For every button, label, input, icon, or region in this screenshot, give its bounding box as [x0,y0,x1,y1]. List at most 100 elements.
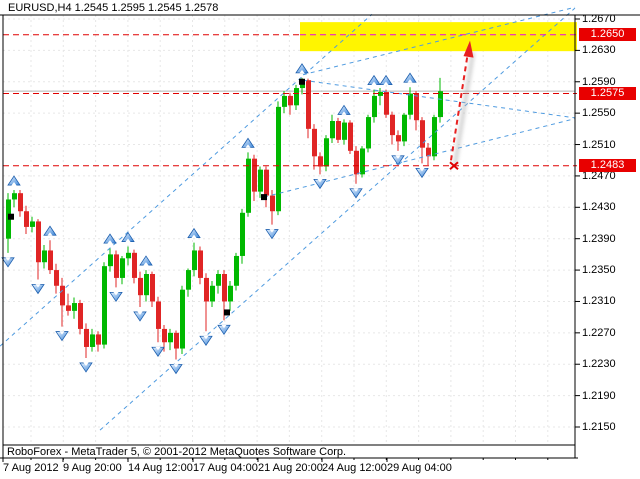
object-anchor-point[interactable] [299,78,305,85]
fractal-down-icon [55,331,69,342]
candle-body [426,147,431,157]
close-marker-icon[interactable] [449,161,459,170]
fractal-up-icon [121,231,135,242]
candle [72,297,77,319]
candle-body [264,169,269,196]
y-axis-tick-label: 1.2670 [582,13,616,25]
fractal-down-icon [169,364,183,375]
candle-body [180,289,185,349]
candle [384,89,389,118]
fractal-notch [107,240,113,244]
object-anchor-point[interactable] [261,194,267,201]
candle-body [186,270,191,290]
fractal-down-icon [313,178,327,190]
candle [108,248,113,272]
candle-body [252,158,257,192]
candle [276,101,281,216]
fractal-notch [317,178,323,183]
candle-body [60,285,65,306]
object-anchor-point[interactable] [224,309,230,316]
price-level-badge: 1.2650 [579,28,636,42]
candle [246,152,251,217]
x-axis-tick-label: 7 Aug 2012 [3,462,59,474]
candle [372,89,377,123]
candle-body [162,328,167,343]
candle-body [78,303,83,329]
candle-body [324,138,329,167]
trendline-4[interactable] [263,118,576,198]
candle-body [360,148,365,175]
y-axis-tick-label: 1.2230 [582,358,616,371]
candle [396,130,401,151]
fractal-down-icon [1,257,15,268]
forecast-arrow[interactable] [450,45,470,161]
fractal-up-icon [7,175,21,186]
trendline-2[interactable] [99,7,576,431]
candle [12,190,17,208]
candle-body [342,122,347,140]
candle-body [228,285,233,302]
candle [420,117,425,164]
candle-body [132,252,137,278]
trendline-1[interactable] [0,13,373,347]
candle-body [354,150,359,175]
candle-body [270,195,275,212]
chart-title: EURUSD,H4 1.2545 1.2595 1.2545 1.2578 [8,2,219,14]
x-axis-tick-label: 9 Aug 20:00 [63,462,122,474]
candle [228,281,233,311]
forecast-arrowhead[interactable] [463,40,474,58]
candle [426,142,431,165]
candle [24,205,29,234]
candle-body [438,91,443,118]
candle [54,263,59,294]
fractal-notch [137,311,143,315]
candle [336,117,341,143]
candle-body [330,120,335,139]
candle [318,152,323,175]
candle [240,208,245,264]
candle [408,87,413,120]
candle-body [294,88,299,106]
candle [168,328,173,351]
trendline-5[interactable] [302,6,576,76]
candle-body [114,254,119,278]
trendline-3[interactable] [302,79,576,119]
fractal-notch [395,155,401,159]
candle [390,111,395,145]
fractal-down-icon [217,324,231,336]
fractal-down-icon [265,229,279,240]
candle [354,146,359,184]
candle-body [102,266,107,345]
y-axis-tick-label: 1.2430 [582,201,616,214]
candle [36,219,41,280]
fractal-down-icon [31,284,45,295]
candle [306,78,311,139]
candle-body [240,212,245,256]
candle-body [384,91,389,115]
fractal-notch [113,291,119,296]
candle-body [192,250,197,271]
candle-body [312,128,317,157]
y-axis-tick-label: 1.2630 [582,44,616,57]
target-zone[interactable] [300,22,577,52]
candle [378,88,383,106]
candle [402,113,407,147]
fractal-notch [269,229,275,233]
candle [210,281,215,307]
candle [30,216,35,233]
candle-body [144,273,149,296]
candle [96,331,101,352]
candle-body [24,211,29,227]
candle [42,244,47,269]
candle-body [150,273,155,302]
candle [192,242,197,277]
candle-body [210,285,215,302]
candle-body [96,334,101,345]
object-anchor-point[interactable] [8,213,14,220]
fractal-notch [407,79,413,83]
candle [414,91,419,131]
x-axis-tick-label: 29 Aug 04:00 [387,462,452,474]
fractal-down-icon [133,311,147,322]
arrow-shadow [452,52,476,166]
fractal-notch [35,284,41,288]
